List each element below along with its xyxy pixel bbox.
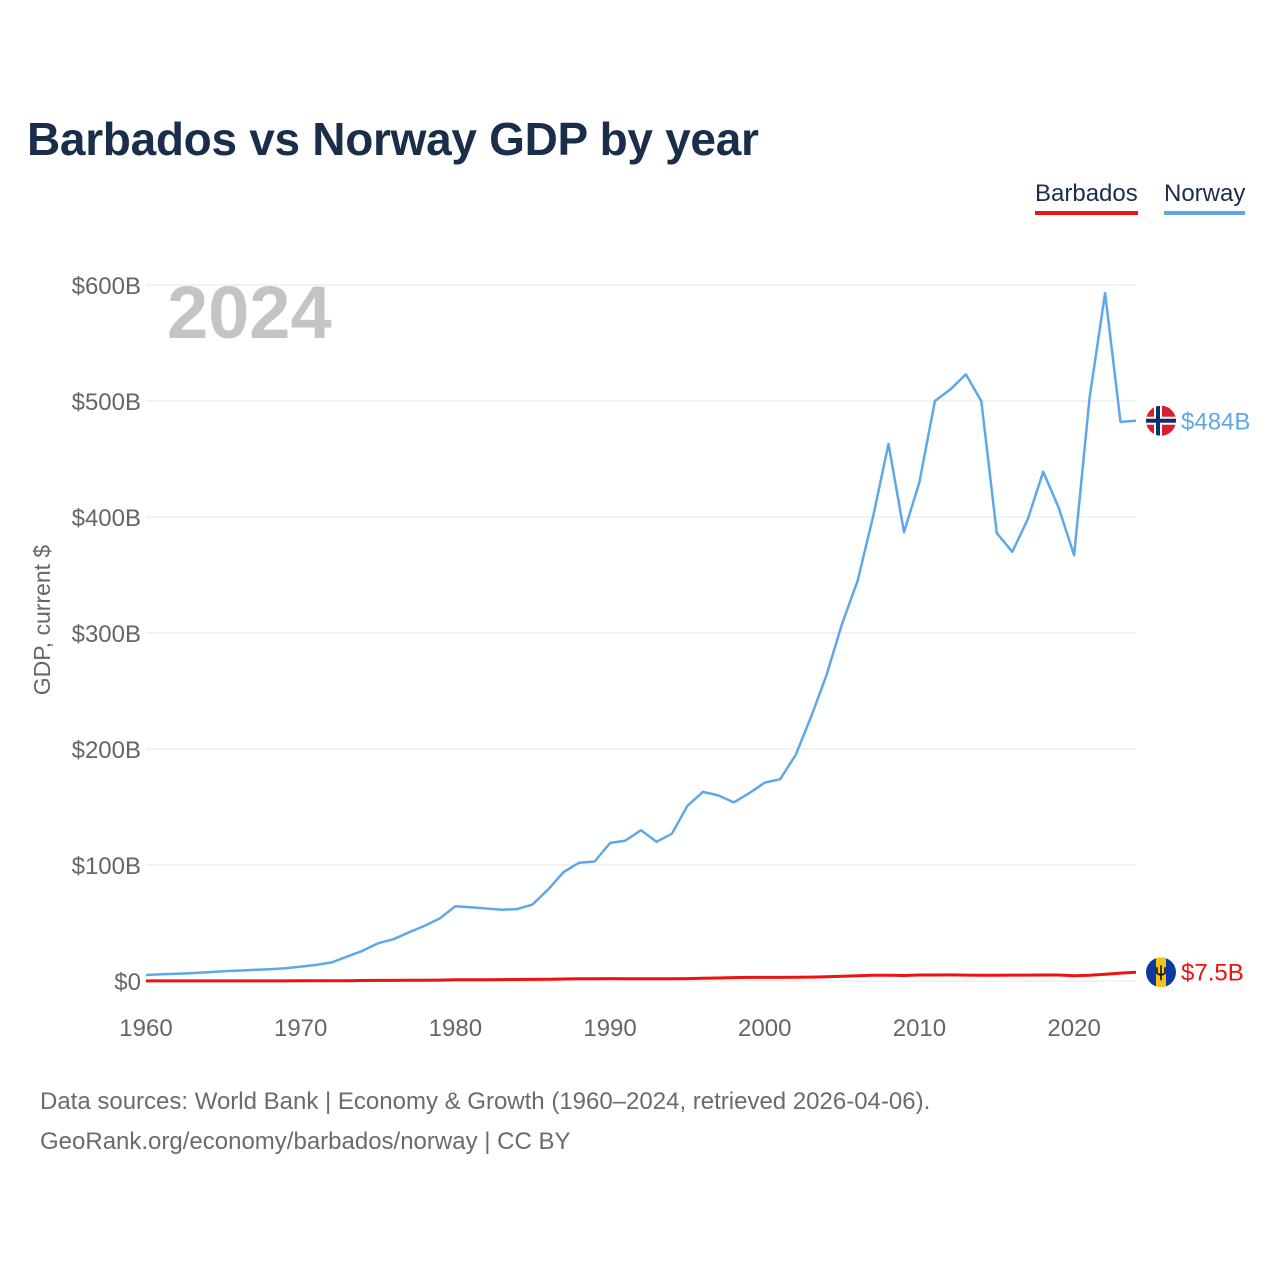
x-tick-label: 2010 bbox=[893, 1015, 946, 1042]
x-tick-label: 1980 bbox=[429, 1015, 482, 1042]
y-axis-ticks: $0 $100B $200B $300B $400B $500B $600B bbox=[72, 273, 141, 996]
grid-lines bbox=[146, 284, 1136, 982]
x-tick-label: 2000 bbox=[738, 1015, 791, 1042]
x-axis-ticks: 1960 1970 1980 1990 2000 2010 2020 bbox=[119, 1015, 1101, 1042]
y-tick-label: $0 bbox=[114, 969, 141, 996]
series-line-norway bbox=[145, 291, 1137, 977]
y-tick-label: $600B bbox=[72, 273, 141, 300]
year-watermark: 2024 bbox=[167, 271, 332, 354]
series-lines bbox=[145, 291, 1137, 983]
y-tick-label: $500B bbox=[72, 389, 141, 416]
footer: Data sources: World Bank | Economy & Gro… bbox=[40, 1082, 930, 1162]
legend-item-barbados[interactable]: Barbados bbox=[1035, 180, 1138, 215]
y-axis-label: GDP, current $ bbox=[29, 545, 55, 696]
x-tick-label: 1960 bbox=[119, 1015, 172, 1042]
x-tick-label: 1970 bbox=[274, 1015, 327, 1042]
data-source-note: Data sources: World Bank | Economy & Gro… bbox=[40, 1088, 931, 1115]
y-tick-label: $100B bbox=[72, 853, 141, 880]
barbados-end-value: $7.5B bbox=[1181, 959, 1244, 986]
x-tick-label: 1990 bbox=[583, 1015, 636, 1042]
norway-flag-icon bbox=[1146, 405, 1176, 436]
y-tick-label: $200B bbox=[72, 737, 141, 764]
source-link[interactable]: GeoRank.org/economy/barbados/norway | CC… bbox=[40, 1128, 571, 1155]
chart-title: Barbados vs Norway GDP by year bbox=[27, 113, 759, 165]
x-tick-label: 2020 bbox=[1047, 1015, 1100, 1042]
y-tick-label: $300B bbox=[72, 621, 141, 648]
legend-item-norway[interactable]: Norway bbox=[1164, 180, 1246, 215]
norway-end-value: $484B bbox=[1181, 409, 1250, 436]
series-line-barbados bbox=[146, 970, 1137, 983]
barbados-flag-icon bbox=[1146, 957, 1176, 988]
y-tick-label: $400B bbox=[72, 505, 141, 532]
